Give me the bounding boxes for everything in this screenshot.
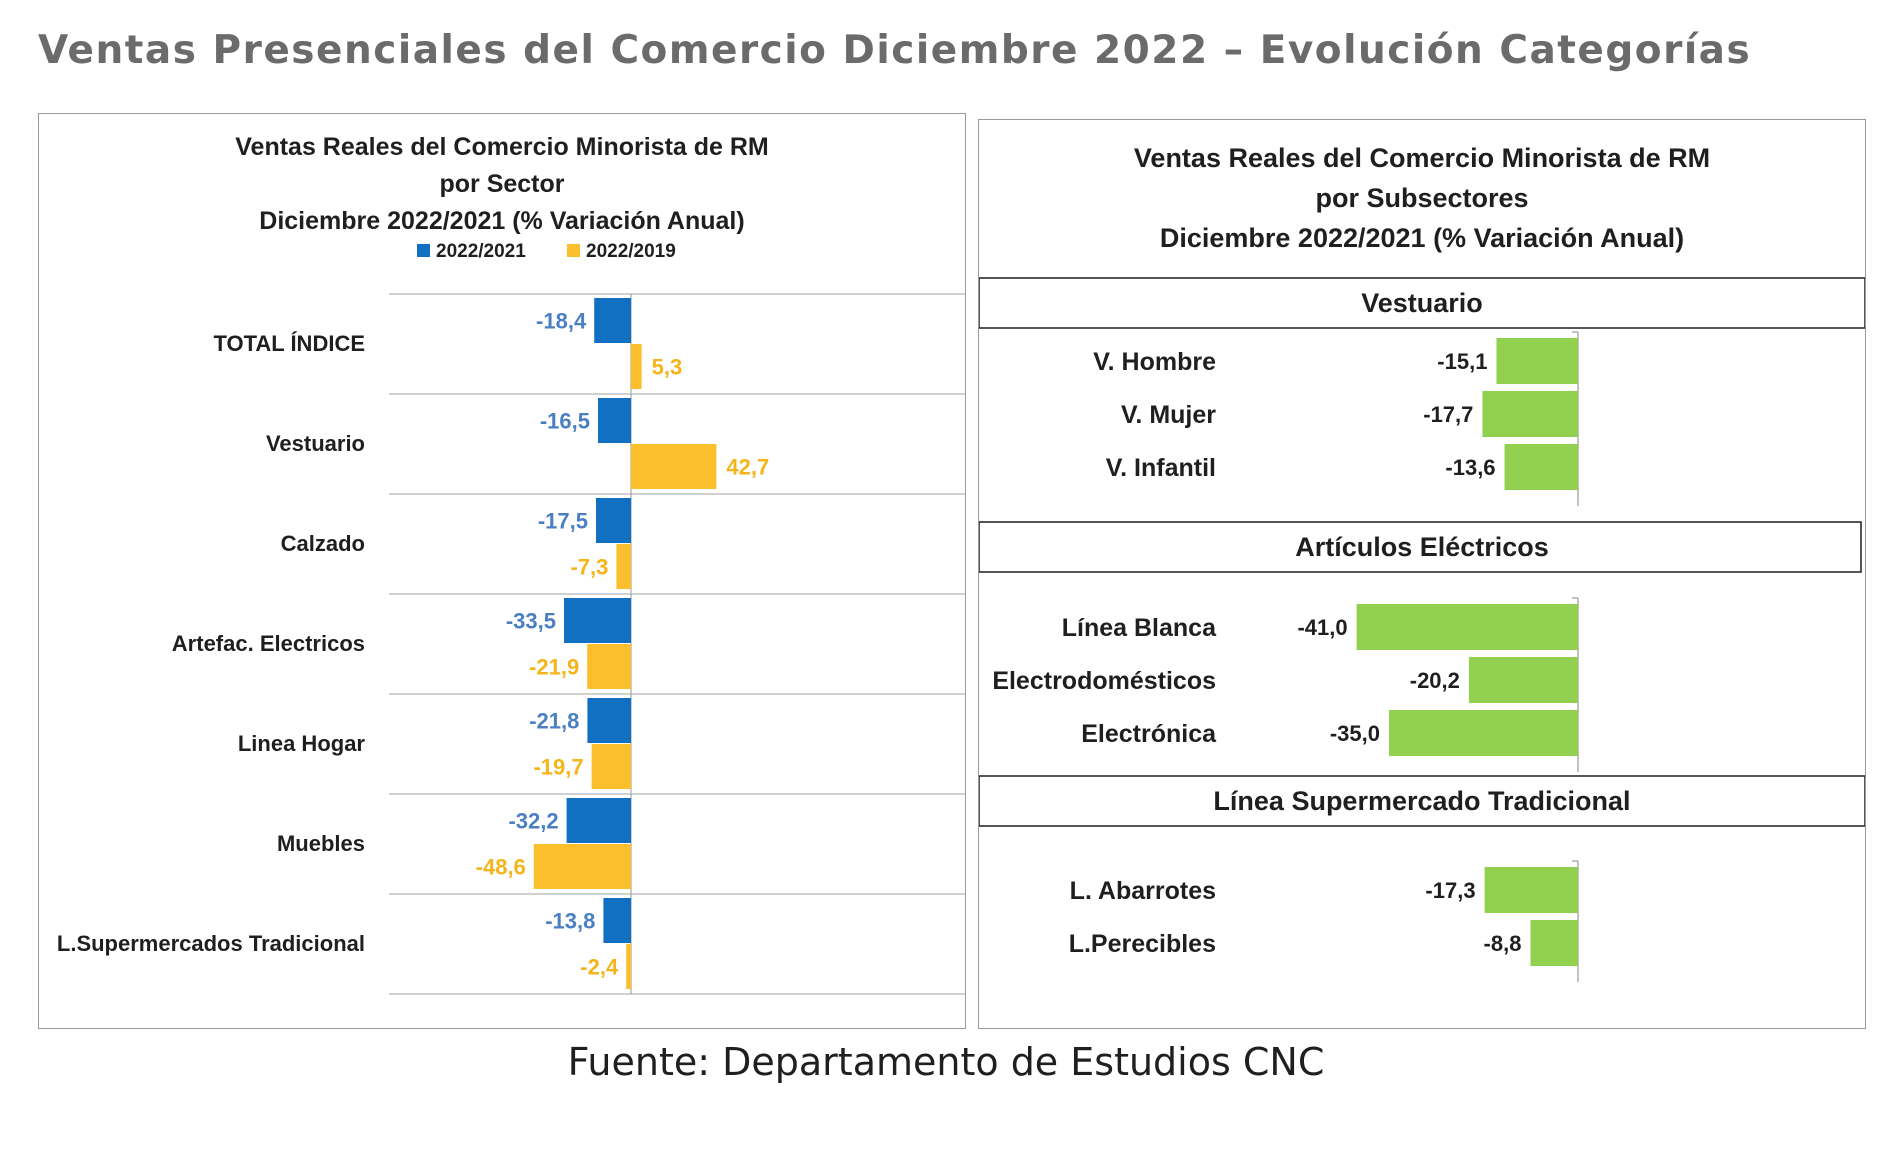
bar-2022-2019-artefac-electricos [587,644,631,689]
legend-item-2022-2019: 2022/2019 [567,241,676,263]
subsector-chart-panel: Ventas Reales del Comercio Minorista de … [978,119,1866,1029]
data-label-2022-2021-muebles: -32,2 [508,809,558,834]
data-label-2022-2019-vestuario: 42,7 [726,455,769,480]
data-label-2022-2021-linea-hogar: -21,8 [529,709,579,734]
bar-l-abarrotes [1484,867,1578,913]
sector-chart-title: Ventas Reales del Comercio Minorista de … [235,133,769,235]
legend-swatch-2022-2019 [567,244,580,257]
data-label-2022-2021-artefac-electricos: -33,5 [506,609,556,634]
legend-item-2022-2021: 2022/2021 [417,241,526,263]
data-label-2022-2019-artefac-electricos: -21,9 [529,655,579,680]
category-label-electrodomesticos: Electrodomésticos [992,667,1216,695]
legend-swatch-2022-2021 [417,244,430,257]
group-header-vestuario: Vestuario [1361,288,1483,318]
category-label-electronica: Electrónica [1081,720,1217,748]
category-label-l-supermercados-tradicional: L.Supermercados Tradicional [57,931,365,956]
category-label-l-perecibles: L.Perecibles [1069,930,1216,958]
data-label-2022-2019-l-supermercados-tradicional: -2,4 [580,955,619,980]
category-label-l-abarrotes: L. Abarrotes [1070,877,1216,905]
category-label-calzado: Calzado [281,531,365,556]
bar-2022-2019-vestuario [631,444,717,489]
legend-label-2022-2021: 2022/2021 [436,241,526,262]
bar-electronica [1389,710,1578,756]
bar-2022-2021-total-indice [594,298,631,343]
group-header-articulos-electricos: Artículos Eléctricos [1295,532,1549,562]
data-label-2022-2019-calzado: -7,3 [570,555,608,580]
bar-2022-2021-artefac-electricos [564,598,631,643]
group-header-box-linea-supermercado-tradicional [979,775,1865,827]
bar-2022-2021-muebles [566,798,631,843]
legend-label-2022-2019: 2022/2019 [586,241,676,262]
data-label-l-perecibles: -8,8 [1484,931,1522,956]
bar-2022-2019-l-supermercados-tradicional [626,944,631,989]
category-label-v-hombre: V. Hombre [1093,348,1216,376]
bar-v-infantil [1504,444,1578,490]
data-label-2022-2021-l-supermercados-tradicional: -13,8 [545,909,595,934]
page-title: Ventas Presenciales del Comercio Diciemb… [38,28,1752,73]
bar-2022-2021-linea-hogar [587,698,631,743]
sector-chart-panel: Ventas Reales del Comercio Minorista de … [38,113,966,1029]
category-label-vestuario: Vestuario [266,431,365,456]
bar-2022-2021-calzado [596,498,631,543]
bar-2022-2021-l-supermercados-tradicional [603,898,631,943]
bar-2022-2019-calzado [616,544,631,589]
group-header-box-articulos-electricos [979,521,1862,573]
group-header-linea-supermercado-tradicional: Línea Supermercado Tradicional [1213,786,1630,816]
group-header-box-vestuario [979,277,1865,329]
bar-linea-blanca [1356,604,1578,650]
sector-chart-plot: TOTAL ÍNDICE -18,4 5,3 Vestuario -16,5 42,7 Ca… [57,293,965,995]
bar-electrodomesticos [1468,657,1578,703]
category-label-v-infantil: V. Infantil [1106,454,1216,482]
data-label-2022-2019-muebles: -48,6 [476,855,526,880]
data-label-electronica: -35,0 [1330,721,1380,746]
category-label-linea-blanca: Línea Blanca [1062,614,1217,642]
category-label-artefac-electricos: Artefac. Electricos [172,631,365,656]
category-label-linea-hogar: Linea Hogar [238,731,366,756]
source-footer: Fuente: Departamento de Estudios CNC [567,1040,1325,1084]
data-label-linea-blanca: -41,0 [1297,615,1347,640]
data-label-2022-2019-total-indice: 5,3 [652,355,683,380]
data-label-2022-2021-vestuario: -16,5 [540,409,590,434]
bar-2022-2019-linea-hogar [591,744,631,789]
subsector-chart-title: Ventas Reales del Comercio Minorista de … [1133,143,1711,253]
bar-2022-2019-muebles [533,844,631,889]
bar-2022-2019-total-indice [631,344,642,389]
data-label-2022-2021-calzado: -17,5 [538,509,588,534]
bar-v-hombre [1496,338,1578,384]
data-label-v-mujer: -17,7 [1423,402,1473,427]
data-label-v-infantil: -13,6 [1445,455,1495,480]
bar-v-mujer [1482,391,1578,437]
data-label-2022-2021-total-indice: -18,4 [536,309,587,334]
data-label-v-hombre: -15,1 [1437,349,1487,374]
data-label-2022-2019-linea-hogar: -19,7 [533,755,583,780]
subsector-chart-plot: Vestuario -15,1 V. Hombre -17,7 V. Mujer -13,… [979,277,1865,982]
bar-2022-2021-vestuario [598,398,631,443]
data-label-l-abarrotes: -17,3 [1425,878,1475,903]
category-label-v-mujer: V. Mujer [1121,401,1216,429]
data-label-electrodomesticos: -20,2 [1410,668,1460,693]
bar-l-perecibles [1530,920,1578,966]
category-label-muebles: Muebles [277,831,365,856]
category-label-total-indice: TOTAL ÍNDICE [213,331,365,356]
